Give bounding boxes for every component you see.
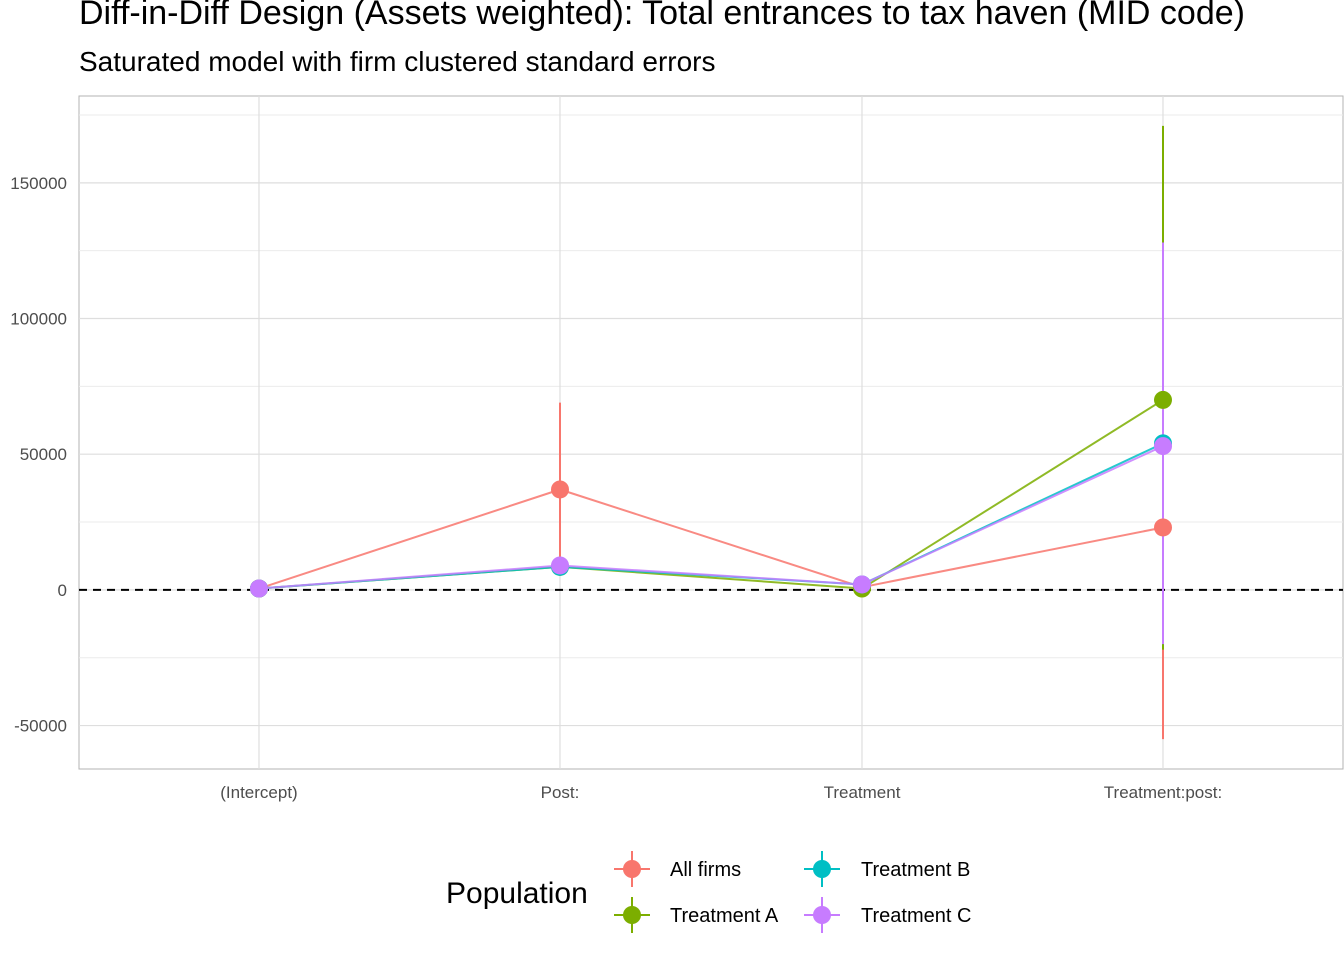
series-line-0 xyxy=(258,488,1164,590)
x-axis-ticks: (Intercept) Post: Treatment Treatment:post: xyxy=(220,783,1222,802)
legend-items: All firms Treatment A Treatment B Treatment… xyxy=(614,851,971,933)
x-tick-label: Treatment:post: xyxy=(1104,783,1222,802)
x-tick-label: Post: xyxy=(541,783,580,802)
legend-key-point xyxy=(813,906,831,924)
y-tick-label: -50000 xyxy=(14,717,67,736)
legend-title: Population xyxy=(446,877,588,910)
chart-subtitle: Saturated model with firm clustered stan… xyxy=(79,46,716,77)
legend-key-point xyxy=(623,906,641,924)
data-point-3-0 xyxy=(250,579,268,598)
grid-minor xyxy=(79,114,1343,659)
y-tick-label: 50000 xyxy=(20,445,67,464)
legend-label: Treatment A xyxy=(670,905,779,927)
data-point-3-3 xyxy=(1154,437,1172,456)
legend-key-point xyxy=(623,860,641,878)
legend-item-1: Treatment A xyxy=(614,897,779,933)
legend-label: All firms xyxy=(670,859,741,881)
series-lines xyxy=(258,399,1164,590)
series-points xyxy=(250,390,1172,598)
y-tick-label: 0 xyxy=(58,581,67,600)
series-line-3 xyxy=(258,445,1164,590)
legend-item-3: Treatment C xyxy=(804,897,971,933)
data-point-3-2 xyxy=(853,575,871,594)
legend-item-0: All firms xyxy=(614,851,741,887)
y-axis-ticks: -50000 0 50000 100000 150000 xyxy=(10,174,67,736)
y-tick-label: 100000 xyxy=(10,310,67,329)
data-point-3-1 xyxy=(551,556,569,575)
legend: Population All firms Treatment A Treatment… xyxy=(446,851,971,933)
x-tick-label: Treatment xyxy=(824,783,901,802)
legend-label: Treatment C xyxy=(861,905,971,927)
y-tick-label: 150000 xyxy=(10,174,67,193)
data-point-0-3 xyxy=(1154,518,1172,537)
x-tick-label: (Intercept) xyxy=(220,783,297,802)
legend-label: Treatment B xyxy=(861,859,970,881)
data-point-1-3 xyxy=(1154,390,1172,409)
chart-title: Diff-in-Diff Design (Assets weighted): T… xyxy=(79,0,1245,32)
legend-item-2: Treatment B xyxy=(804,851,970,887)
legend-key-point xyxy=(813,860,831,878)
data-point-0-1 xyxy=(551,480,569,499)
plot-panel xyxy=(78,95,1344,770)
